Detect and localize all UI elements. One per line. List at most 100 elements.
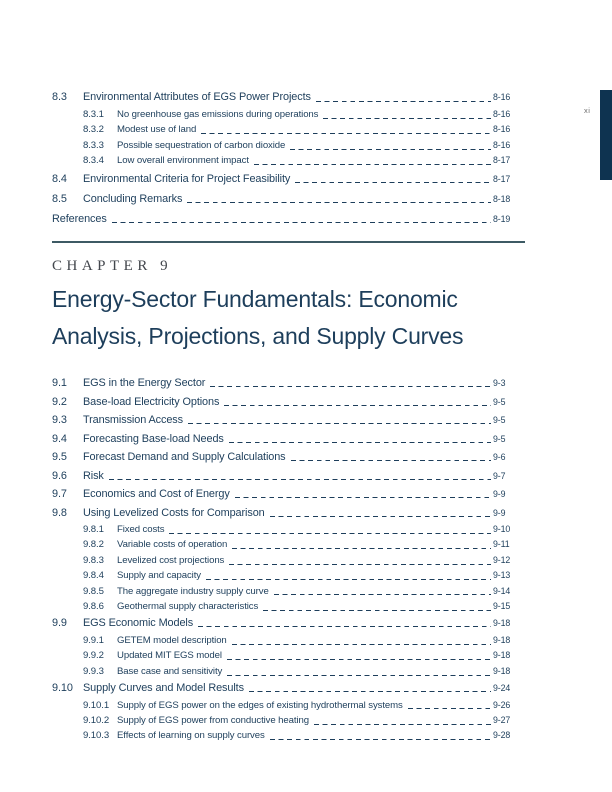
toc-entry: 9.1 EGS in the Energy Sector 9-3 — [52, 374, 516, 393]
toc-entry-label: Using Levelized Costs for Comparison — [83, 506, 265, 519]
toc-leader-dashes — [248, 679, 491, 698]
toc-leader-dashes — [226, 648, 491, 664]
toc-entry-page: 8-16 — [493, 124, 511, 135]
toc-entry-number: 9.8.5 — [83, 585, 104, 597]
toc-entry: 8.3.1 No greenhouse gas emissions during… — [52, 107, 516, 123]
toc-entry-label: Supply and capacity — [117, 570, 201, 582]
toc-entry-number: 9.8.3 — [83, 554, 104, 566]
toc-entry: 8.3.4 Low overall environment impact 8-1… — [52, 153, 516, 169]
toc-entry-label: Forecast Demand and Supply Calculations — [83, 451, 286, 463]
toc-leader-dashes — [234, 485, 491, 504]
toc-entry: 9.8.4 Supply and capacity 9-13 — [52, 568, 516, 584]
toc-entry-page: 8-16 — [493, 139, 511, 150]
toc-entry: 9.8.5 The aggregate industry supply curv… — [52, 583, 516, 599]
toc-entry-page: 9-5 — [493, 396, 506, 407]
toc-leader-dashes — [228, 429, 491, 448]
toc-entry-label: Transmission Access — [83, 414, 183, 426]
toc-entry-label: Updated MIT EGS model — [117, 650, 222, 662]
toc-entry-page: 9-5 — [493, 415, 506, 425]
toc-entry-page: 9-18 — [493, 618, 511, 629]
toc-entry-label: Environmental Attributes of EGS Power Pr… — [83, 91, 311, 103]
toc-entry-page: 9-10 — [493, 524, 511, 534]
toc-entry-page: 9-9 — [493, 489, 506, 499]
toc-entry-number: 9.8.2 — [83, 539, 104, 551]
toc-leader-dashes — [187, 411, 491, 430]
toc-entry-label: Geothermal supply characteristics — [117, 600, 259, 612]
toc-entry-number: 9.9.1 — [83, 634, 104, 646]
toc-entry-label: EGS in the Energy Sector — [83, 377, 206, 389]
toc-leader-dashes — [169, 522, 491, 538]
toc-entry-label: Supply Curves and Model Results — [83, 682, 244, 695]
toc-entry-label: Low overall environment impact — [117, 155, 249, 167]
toc-entry: 8.4 Environmental Criteria for Project F… — [52, 168, 516, 189]
toc-entry-number: 9.5 — [52, 451, 67, 463]
toc-entry: 9.5 Forecast Demand and Supply Calculati… — [52, 448, 516, 467]
toc-entry: 8.3.3 Possible sequestration of carbon d… — [52, 137, 516, 154]
toc-entry-number: 9.8 — [52, 506, 67, 519]
toc-entry-label: GETEM model description — [117, 634, 227, 646]
toc-entry: 8.3.2 Modest use of land 8-16 — [52, 122, 516, 138]
toc-entry-number: 9.10.3 — [83, 730, 110, 742]
toc-entry-number: 8.3.4 — [83, 155, 104, 167]
toc-leader-dashes — [313, 712, 491, 729]
page-folio: xi — [584, 106, 591, 115]
toc-entry-label: Forecasting Base-load Needs — [83, 432, 224, 445]
chapter-eyebrow: CHAPTER 9 — [52, 258, 173, 274]
toc-entry-number: 8.3.1 — [83, 109, 104, 120]
toc-entry-page: 9-11 — [493, 539, 510, 550]
toc-entry-page: 8-16 — [493, 92, 511, 102]
toc-entry-label: Fixed costs — [117, 524, 165, 535]
chapter-header: CHAPTER 9 Energy-Sector Fundamentals: Ec… — [52, 257, 572, 354]
toc-entry: 8.5 Concluding Remarks 8-18 — [52, 188, 516, 209]
toc-entry-label: Supply of EGS power from conductive heat… — [117, 714, 309, 726]
toc-entry-number: 9.8.6 — [83, 600, 104, 612]
toc-entry-number: 9.8.1 — [83, 524, 104, 535]
toc-entry: 9.10.1 Supply of EGS power on the edges … — [52, 697, 516, 713]
toc-leader-dashes — [273, 583, 491, 599]
toc-leader-dashes — [253, 153, 491, 169]
toc-leader-dashes — [224, 392, 491, 411]
toc-leader-dashes — [210, 374, 491, 393]
toc-entry-page: 8-16 — [493, 109, 511, 119]
toc-entry: 9.3 Transmission Access 9-5 — [52, 411, 516, 430]
toc-entry-number: 8.3.3 — [83, 139, 104, 151]
toc-entry-number: 9.6 — [52, 469, 67, 482]
toc-entry-label: Base-load Electricity Options — [83, 395, 220, 408]
toc-entry-label: Modest use of land — [117, 124, 197, 136]
toc-entry-number: 8.3 — [52, 91, 67, 103]
toc-entry: 9.10.3 Effects of learning on supply cur… — [52, 728, 516, 744]
toc-entry: References 8-19 — [52, 208, 516, 229]
toc-entry: 9.8 Using Levelized Costs for Comparison… — [52, 503, 516, 522]
toc-entry: 9.9 EGS Economic Models 9-18 — [52, 614, 516, 633]
toc-entry: 9.10.2 Supply of EGS power from conducti… — [52, 712, 516, 729]
chapter-title: Energy-Sector Fundamentals: Economic Ana… — [52, 286, 464, 349]
toc-entry-label: Effects of learning on supply curves — [117, 730, 265, 742]
toc-entry: 9.8.1 Fixed costs 9-10 — [52, 522, 516, 538]
toc-entry-page: 9-18 — [493, 665, 511, 676]
toc-entry-page: 8-19 — [493, 213, 511, 224]
toc-entry-label: References — [52, 212, 107, 225]
toc-entry: 9.9.3 Base case and sensitivity 9-18 — [52, 663, 516, 680]
toc-entry: 9.9.2 Updated MIT EGS model 9-18 — [52, 648, 516, 664]
toc-entry: 8.3 Environmental Attributes of EGS Powe… — [52, 87, 516, 107]
toc-entry-label: EGS Economic Models — [83, 617, 194, 630]
toc-leader-dashes — [263, 598, 491, 615]
toc-entry-page: 9-3 — [493, 378, 506, 388]
toc-entry-number: 9.10.1 — [83, 699, 110, 711]
toc-chapter8-block: 8.3 Environmental Attributes of EGS Powe… — [52, 87, 516, 229]
toc-entry-number: 9.2 — [52, 395, 67, 408]
toc-entry: 9.10 Supply Curves and Model Results 9-2… — [52, 679, 516, 698]
toc-entry-page: 9-28 — [493, 730, 511, 741]
toc-entry-number: 8.5 — [52, 192, 67, 205]
toc-entry-page: 9-14 — [493, 585, 511, 596]
toc-leader-dashes — [231, 632, 491, 649]
toc-entry-number: 9.4 — [52, 432, 67, 445]
toc-leader-dashes — [295, 168, 491, 189]
toc-entry: 9.8.3 Levelized cost projections 9-12 — [52, 552, 516, 569]
toc-leader-dashes — [290, 137, 491, 154]
toc-entry-page: 9-9 — [493, 507, 506, 518]
toc-entry-label: Possible sequestration of carbon dioxide — [117, 139, 286, 151]
toc-entry-label: Supply of EGS power on the edges of exis… — [117, 699, 403, 711]
toc-entry-label: The aggregate industry supply curve — [117, 585, 269, 597]
toc-entry-page: 9-18 — [493, 650, 511, 661]
